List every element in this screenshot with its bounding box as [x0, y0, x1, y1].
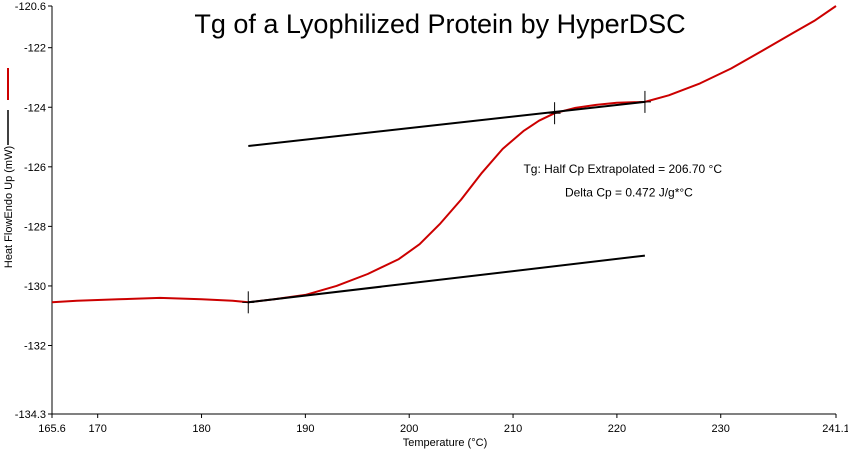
y-tick-label: -120.6	[15, 1, 46, 13]
y-tick-label: -134.3	[15, 409, 46, 421]
x-tick-label: 190	[296, 423, 314, 435]
y-tick-label: -124	[24, 102, 46, 114]
annotation-text: Tg: Half Cp Extrapolated = 206.70 °C	[523, 162, 722, 176]
x-tick-label: 200	[400, 423, 418, 435]
y-tick-label: -126	[24, 162, 46, 174]
y-axis-title: Heat FlowEndo Up (mW)	[3, 146, 15, 268]
tangent-point-marker	[242, 291, 255, 314]
heat-flow-curve	[51, 5, 837, 304]
chart-title: Tg of a Lyophilized Protein by HyperDSC	[194, 9, 685, 39]
x-tick-label: 241.1	[822, 423, 848, 435]
baseline-segment	[248, 254, 646, 304]
y-tick-label: -128	[24, 221, 46, 233]
x-tick-label: 170	[89, 423, 107, 435]
tangent-point-marker	[638, 90, 651, 113]
x-axis-ticks: 165.6 170 180 190 200 210 220 230 241.1	[38, 414, 848, 435]
tangent-point-marker	[548, 102, 561, 125]
annotation-text: Delta Cp = 0.472 J/g*°C	[565, 186, 693, 200]
y-tick-label: -132	[24, 341, 46, 353]
x-axis-title: Temperature (°C)	[403, 437, 487, 449]
annotations: Tg: Half Cp Extrapolated = 206.70 °C Delt…	[523, 162, 722, 200]
y-tick-label: -130	[24, 281, 46, 293]
x-tick-label: 220	[608, 423, 626, 435]
plot-area	[51, 5, 837, 314]
x-tick-label: 180	[192, 423, 210, 435]
y-axis-ticks: -120.6 -122 -124 -126 -128 -130 -132 -134.3	[15, 1, 52, 421]
y-tick-label: -122	[24, 43, 46, 55]
x-tick-label: 210	[504, 423, 522, 435]
x-tick-label: 165.6	[38, 423, 66, 435]
x-tick-label: 230	[712, 423, 730, 435]
baseline-segment	[248, 100, 646, 147]
